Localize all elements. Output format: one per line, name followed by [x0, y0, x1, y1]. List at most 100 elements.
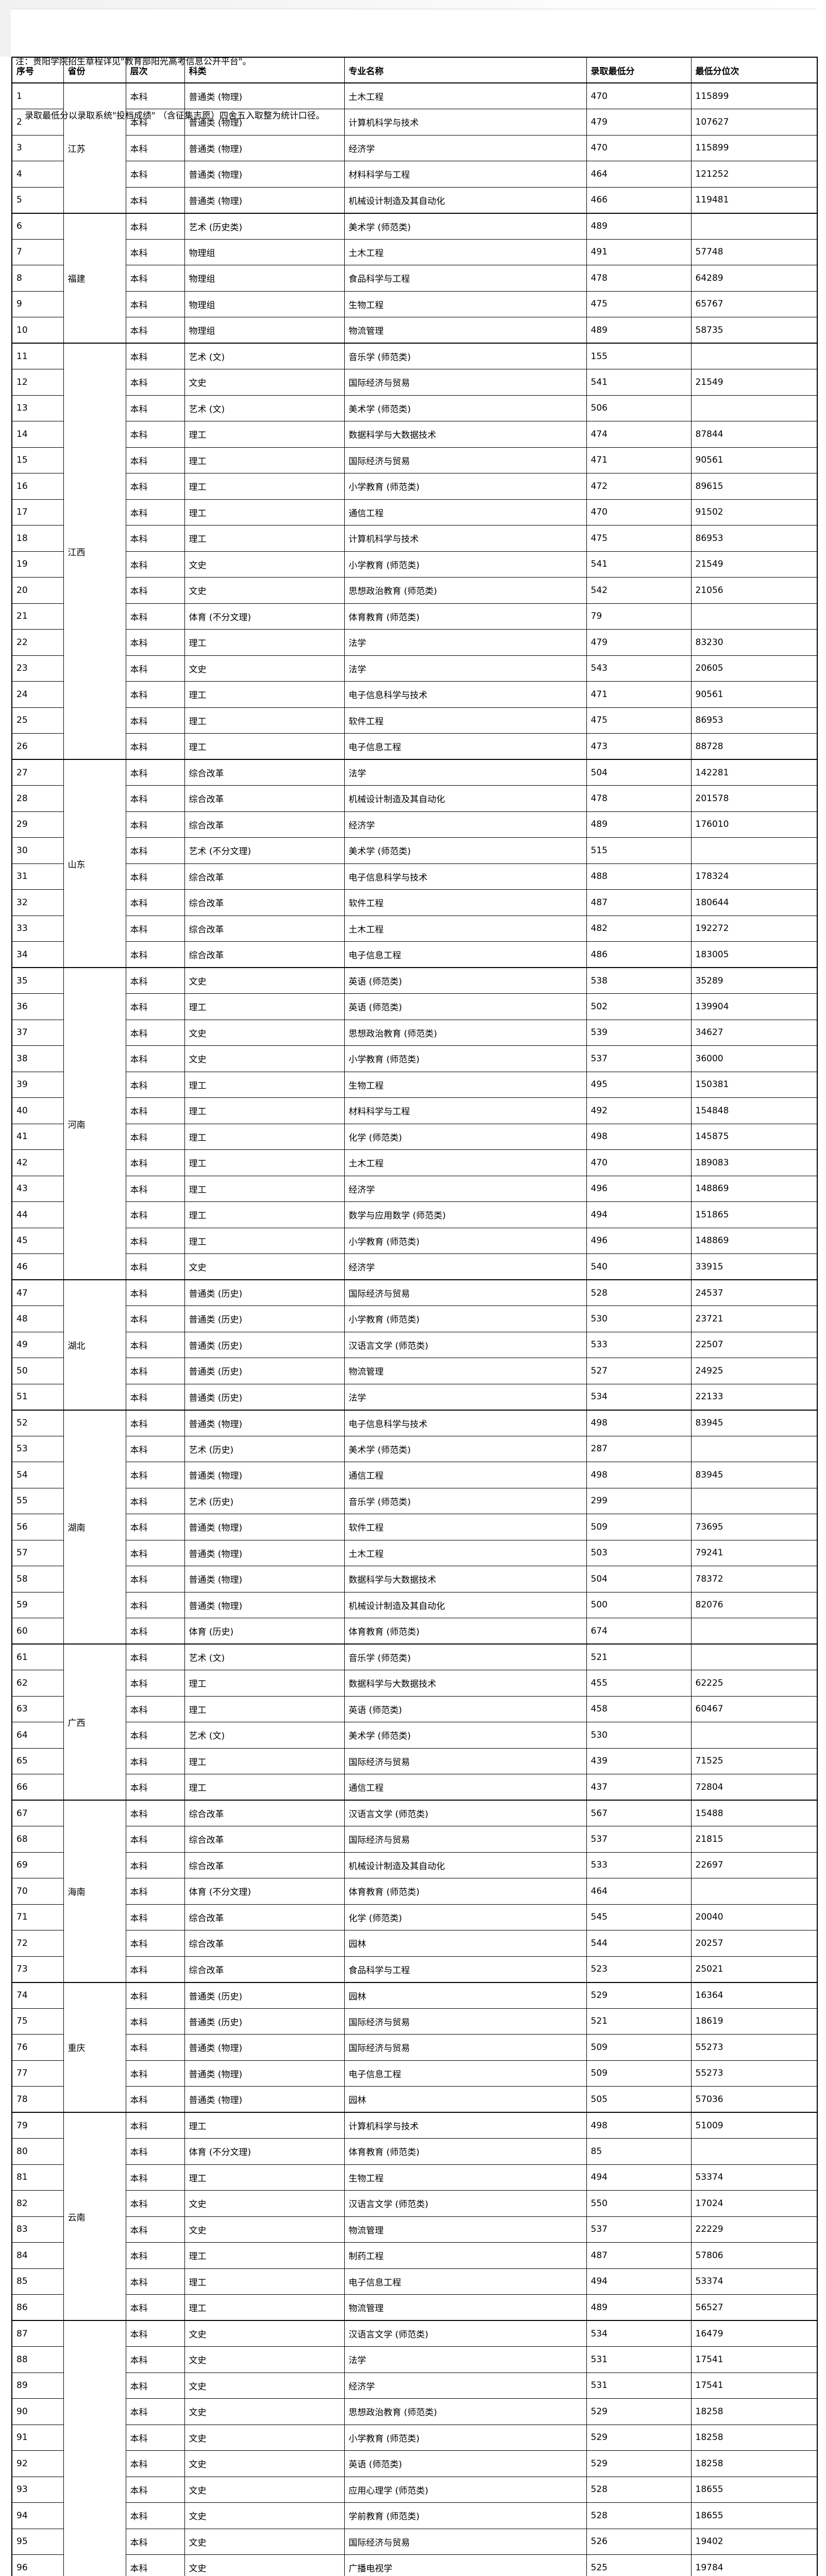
major-cell: 小学教育 (师范类)	[344, 2424, 587, 2451]
rank-cell: 16364	[690, 1981, 818, 2009]
rank-cell: 18655	[690, 2476, 818, 2503]
table-row: 96 本科 文史 广播电视学 525 19784	[11, 2554, 818, 2576]
seq-cell: 31	[11, 863, 64, 890]
major-cell: 机械设计制造及其自动化	[344, 1591, 587, 1618]
major-cell: 软件工程	[344, 1514, 587, 1540]
major-cell: 电子信息科学与技术	[344, 863, 587, 890]
rank-cell: 72804	[690, 1774, 818, 1801]
table-row: 85 本科 理工 电子信息工程 494 53374	[11, 2268, 818, 2295]
rank-cell: 192272	[690, 915, 818, 942]
major-cell: 英语 (师范类)	[344, 2450, 587, 2477]
score-cell: 489	[586, 811, 692, 838]
table-row: 23 本科 文史 法学 543 20605	[11, 655, 818, 682]
rank-cell: 34627	[690, 1019, 818, 1046]
table-row: 20 本科 文史 思想政治教育 (师范类) 542 21056	[11, 577, 818, 604]
score-cell: 496	[586, 1227, 692, 1254]
table-row: 5 本科 普通类 (物理) 机械设计制造及其自动化 466 119481	[11, 187, 818, 213]
category-cell: 体育 (不分文理)	[184, 1878, 345, 1905]
seq-cell: 3	[11, 134, 64, 161]
category-cell: 综合改革	[184, 1800, 345, 1826]
major-cell: 通信工程	[344, 1462, 587, 1488]
score-cell: 509	[586, 2034, 692, 2061]
score-cell: 491	[586, 239, 692, 265]
province-cell: 重庆	[63, 1981, 126, 2113]
category-cell: 普通类 (物理)	[184, 1566, 345, 1592]
seq-cell: 63	[11, 1696, 64, 1722]
seq-cell: 70	[11, 1878, 64, 1905]
major-cell: 计算机科学与技术	[344, 2112, 587, 2139]
category-cell: 艺术 (文)	[184, 1722, 345, 1749]
major-cell: 小学教育 (师范类)	[344, 473, 587, 500]
level-cell: 本科	[125, 707, 185, 734]
table-row: 62 本科 理工 数据科学与大数据技术 455 62225	[11, 1670, 818, 1697]
level-cell: 本科	[125, 499, 185, 526]
level-cell: 本科	[125, 2502, 185, 2529]
category-cell: 普通类 (历史)	[184, 1306, 345, 1332]
table-row: 7 本科 物理组 土木工程 491 57748	[11, 239, 818, 265]
seq-cell: 28	[11, 785, 64, 812]
rank-cell: 86953	[690, 525, 818, 552]
seq-cell: 38	[11, 1045, 64, 1072]
table-row: 34 本科 综合改革 电子信息工程 486 183005	[11, 941, 818, 968]
level-cell: 本科	[125, 2476, 185, 2503]
rank-cell	[690, 1643, 818, 1670]
table-row: 94 本科 文史 学前教育 (师范类) 528 18655	[11, 2502, 818, 2529]
major-cell: 食品科学与工程	[344, 1956, 587, 1982]
category-cell: 综合改革	[184, 1852, 345, 1878]
seq-cell: 20	[11, 577, 64, 604]
major-cell: 土木工程	[344, 1539, 587, 1566]
rank-cell	[690, 1435, 818, 1462]
seq-cell: 15	[11, 447, 64, 473]
rank-cell: 20605	[690, 655, 818, 682]
seq-cell: 77	[11, 2060, 64, 2087]
seq-cell: 16	[11, 473, 64, 500]
level-cell: 本科	[125, 915, 185, 942]
table-row: 93 本科 文史 应用心理学 (师范类) 528 18655	[11, 2476, 818, 2503]
seq-cell: 82	[11, 2190, 64, 2217]
table-header-row: 序号 省份 层次 科类 专业名称 录取最低分 最低分位次	[11, 57, 818, 83]
level-cell: 本科	[125, 2034, 185, 2061]
level-cell: 本科	[125, 1462, 185, 1488]
province-cell: 山东	[63, 759, 126, 968]
level-cell: 本科	[125, 1306, 185, 1332]
score-cell: 537	[586, 2216, 692, 2243]
table-row: 64 本科 艺术 (文) 美术学 (师范类) 530	[11, 1722, 818, 1749]
major-cell: 土木工程	[344, 915, 587, 942]
score-cell: 471	[586, 681, 692, 708]
rank-cell: 62225	[690, 1670, 818, 1697]
category-cell: 理工	[184, 1149, 345, 1176]
score-cell: 531	[586, 2346, 692, 2373]
table-row: 6 福建 本科 艺术 (历史类) 美术学 (师范类) 489	[11, 212, 818, 344]
rank-cell: 24537	[690, 1279, 818, 1306]
category-cell: 理工	[184, 421, 345, 448]
category-cell: 文史	[184, 655, 345, 682]
province-cell: 湖北	[63, 1279, 126, 1410]
rank-cell: 60467	[690, 1696, 818, 1722]
seq-cell: 85	[11, 2268, 64, 2295]
seq-cell: 23	[11, 655, 64, 682]
score-cell: 498	[586, 1462, 692, 1488]
rank-cell: 35289	[690, 967, 818, 994]
rank-cell: 64289	[690, 265, 818, 292]
score-cell: 528	[586, 2502, 692, 2529]
level-cell: 本科	[125, 1722, 185, 1749]
score-cell: 479	[586, 629, 692, 656]
score-cell: 542	[586, 577, 692, 604]
level-cell: 本科	[125, 109, 185, 135]
major-cell: 国际经济与贸易	[344, 1279, 587, 1306]
level-cell: 本科	[125, 1618, 185, 1645]
level-cell: 本科	[125, 134, 185, 161]
rank-cell: 53374	[690, 2164, 818, 2191]
level-cell: 本科	[125, 1045, 185, 1072]
seq-cell: 87	[11, 2320, 64, 2347]
seq-cell: 50	[11, 1358, 64, 1384]
table-row: 1 江苏 本科 普通类 (物理) 土木工程 470 115899	[11, 82, 818, 213]
rank-cell: 17541	[690, 2346, 818, 2373]
rank-cell: 121252	[690, 161, 818, 188]
major-cell: 数据科学与大数据技术	[344, 1670, 587, 1697]
seq-cell: 48	[11, 1306, 64, 1332]
level-cell: 本科	[125, 1956, 185, 1982]
level-cell: 本科	[125, 1539, 185, 1566]
major-cell: 汉语言文学 (师范类)	[344, 2190, 587, 2217]
table-row: 83 本科 文史 物流管理 537 22229	[11, 2216, 818, 2243]
